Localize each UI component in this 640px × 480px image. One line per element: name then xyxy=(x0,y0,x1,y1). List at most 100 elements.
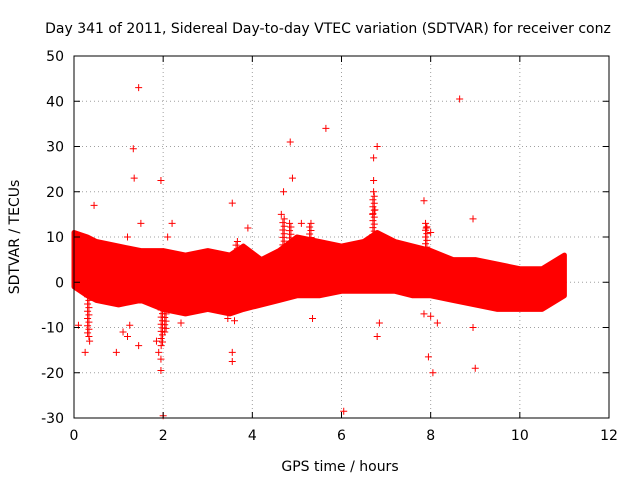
y-tick-label: 30 xyxy=(46,140,64,156)
spike-point xyxy=(423,230,431,238)
outlier-point xyxy=(424,353,432,361)
outlier-point xyxy=(420,310,428,318)
spike-point xyxy=(287,223,295,231)
spike-point xyxy=(307,234,315,242)
spike-point xyxy=(279,256,287,264)
spike-point xyxy=(370,192,378,200)
outlier-point xyxy=(422,224,430,232)
x-tick-label: 12 xyxy=(600,428,618,444)
outlier-point xyxy=(152,337,160,345)
y-tick-label: -10 xyxy=(41,321,64,337)
spike-point xyxy=(162,295,170,303)
spike-point xyxy=(287,252,295,260)
spike-point xyxy=(84,300,92,308)
spike-point xyxy=(280,252,288,260)
spike-point xyxy=(370,227,378,235)
spike-point xyxy=(307,241,315,249)
y-tick-label: 50 xyxy=(46,49,64,65)
spike-point xyxy=(286,234,294,242)
outlier-point xyxy=(224,314,232,322)
outlier-point xyxy=(309,314,317,322)
outlier-point xyxy=(157,366,165,374)
spike-point xyxy=(279,248,287,256)
spike-point xyxy=(157,334,165,342)
spike-point xyxy=(306,244,314,252)
spike-point xyxy=(279,226,287,234)
spike-point xyxy=(422,219,430,227)
outlier-point xyxy=(124,333,131,341)
y-tick-label: 40 xyxy=(46,94,64,110)
spike-point xyxy=(162,317,170,325)
outlier-point xyxy=(280,188,288,196)
x-tick-label: 10 xyxy=(511,428,529,444)
outlier-point xyxy=(228,357,236,365)
outlier-point xyxy=(373,333,381,341)
outlier-point xyxy=(420,197,428,205)
spike-point xyxy=(84,329,92,337)
spike-point xyxy=(369,238,377,246)
spike-point xyxy=(157,342,165,350)
outlier-point xyxy=(228,199,236,207)
y-tick-label: 20 xyxy=(46,185,64,201)
data-points xyxy=(74,84,479,420)
spike-point xyxy=(233,252,241,260)
spike-point xyxy=(162,310,170,318)
spike-point xyxy=(161,292,169,300)
spike-point xyxy=(157,327,165,335)
spike-point xyxy=(280,230,288,238)
y-tick-label: -30 xyxy=(41,411,64,427)
spike-point xyxy=(84,293,92,301)
outlier-point xyxy=(370,188,378,196)
outlier-point xyxy=(297,219,305,227)
outlier-point xyxy=(375,319,383,327)
outlier-point xyxy=(81,348,89,356)
spike-point xyxy=(85,318,93,326)
spike-point xyxy=(232,256,240,264)
outlier-point xyxy=(124,233,131,241)
outlier-point xyxy=(370,154,378,162)
spike-point xyxy=(306,230,314,238)
spike-point xyxy=(369,224,377,232)
spike-point xyxy=(279,241,287,249)
spike-point xyxy=(161,299,169,307)
outlier-point xyxy=(164,233,172,241)
spike-point xyxy=(85,333,93,341)
outlier-point xyxy=(86,337,94,345)
outlier-point xyxy=(231,317,238,325)
spike-point xyxy=(422,247,430,255)
grid xyxy=(74,56,609,418)
spike-point xyxy=(370,234,378,242)
x-tick-label: 0 xyxy=(70,428,79,444)
spike-point xyxy=(84,314,92,322)
spike-point xyxy=(158,338,166,346)
spike-point xyxy=(85,325,93,333)
outlier-point xyxy=(427,228,435,236)
spike-point xyxy=(280,222,288,230)
spike-point xyxy=(161,306,169,314)
spike-point xyxy=(423,223,431,231)
outlier-point xyxy=(177,319,185,327)
x-axis-label: GPS time / hours xyxy=(281,459,398,475)
spike-point xyxy=(280,215,288,223)
spike-point xyxy=(422,240,430,248)
spike-point xyxy=(85,296,93,304)
outlier-point xyxy=(90,201,98,209)
spike-point xyxy=(233,245,241,253)
spike-point xyxy=(370,199,378,207)
spike-point xyxy=(161,314,169,322)
outlier-point xyxy=(370,176,378,184)
x-tick-label: 2 xyxy=(159,428,168,444)
outlier-point xyxy=(433,319,441,327)
spike-point xyxy=(423,243,431,251)
spike-point xyxy=(287,238,295,246)
y-tick-label: -20 xyxy=(41,366,64,382)
spike-point xyxy=(232,248,240,256)
outlier-point xyxy=(228,348,236,356)
outlier-point xyxy=(322,124,330,132)
y-axis-label: SDTVAR / TECUs xyxy=(7,180,23,295)
spike-point xyxy=(161,328,169,336)
outlier-point xyxy=(157,176,165,184)
spike-point xyxy=(306,251,314,259)
x-tick-label: 4 xyxy=(248,428,257,444)
